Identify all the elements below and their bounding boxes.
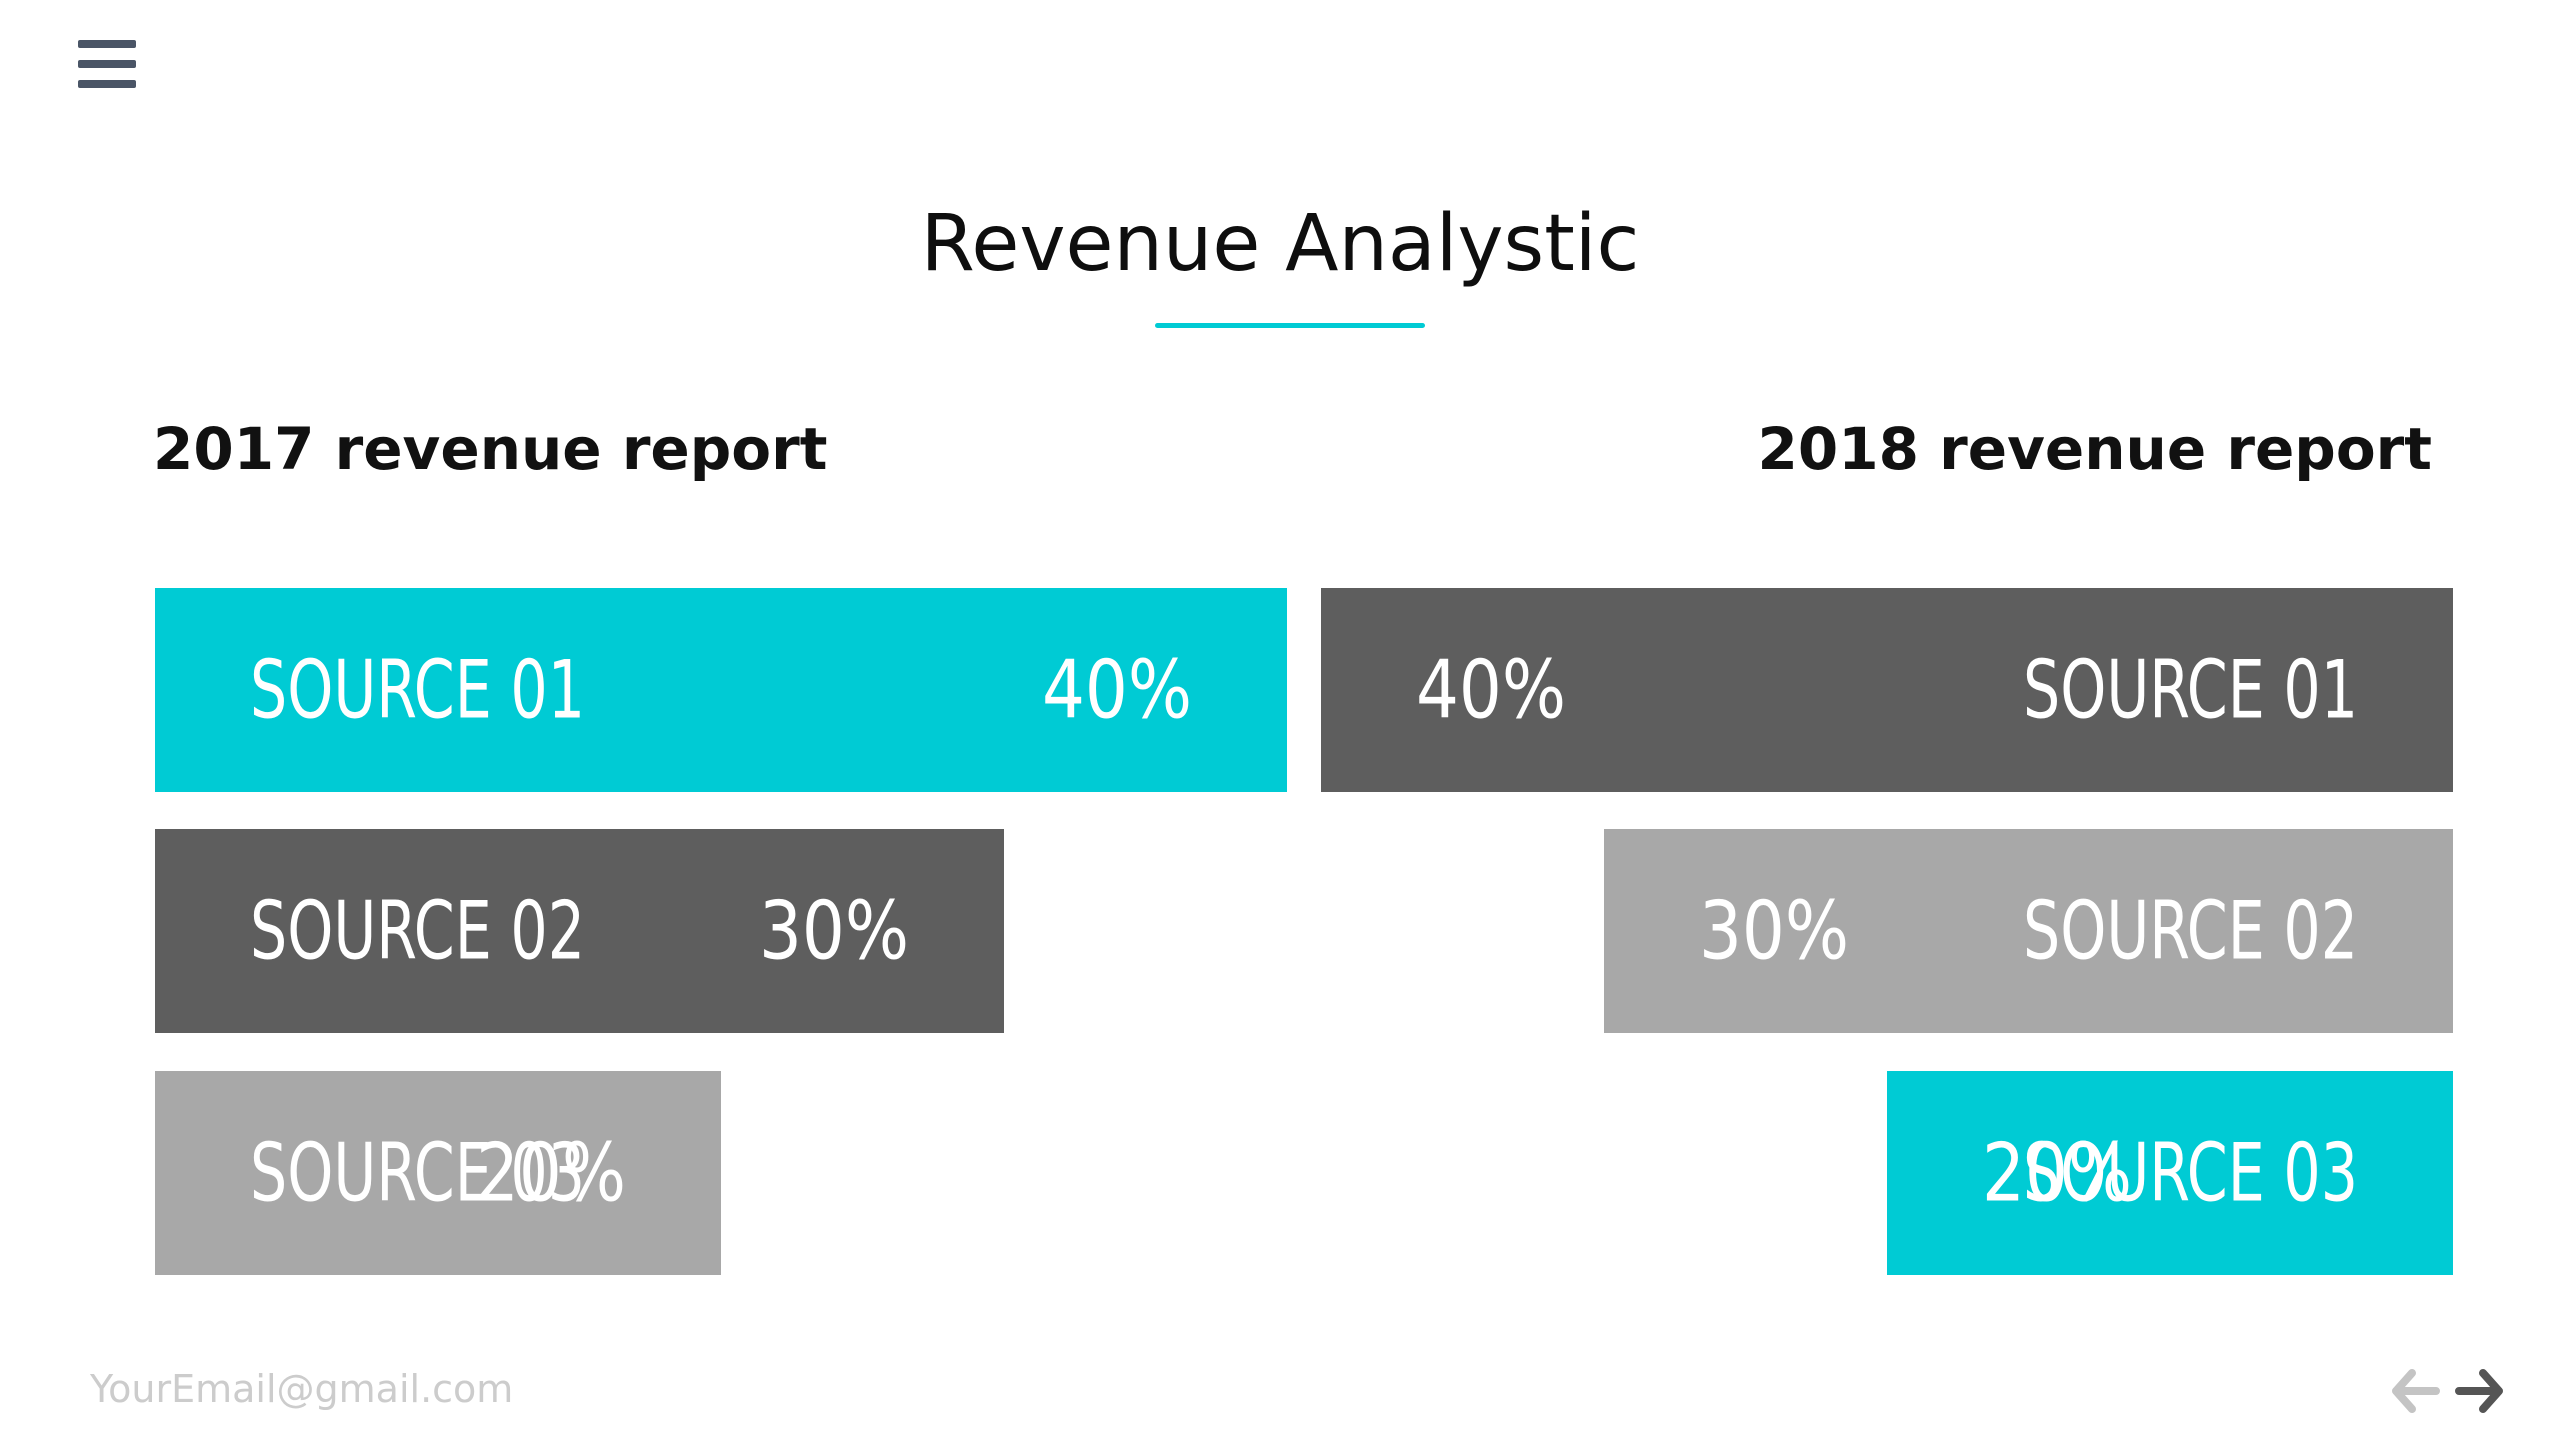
bar-category-label: SOURCE 02 [2023, 885, 2358, 978]
bar-2018-source-02 [1604, 829, 2453, 1033]
bar-2017-source-01 [155, 588, 1287, 792]
bar-2017-source-02 [155, 829, 1004, 1033]
arrow-right-icon[interactable] [2455, 1368, 2505, 1414]
menu-line [78, 80, 136, 88]
bar-value-label: 30% [759, 885, 909, 978]
page-title: Revenue Analystic [920, 199, 1640, 289]
bar-value-label: 40% [1042, 644, 1192, 737]
footer-email: YourEmail@gmail.com [90, 1367, 514, 1411]
chart-title-2018: 2018 revenue report [1757, 415, 2432, 483]
bar-value-label: 20% [476, 1127, 626, 1220]
bar-value-label: 20% [1982, 1127, 2132, 1220]
bar-category-label: SOURCE 02 [250, 885, 585, 978]
bar-2017-source-03 [155, 1071, 721, 1275]
title-underline [1155, 323, 1425, 328]
bar-category-label: SOURCE 03 [250, 1127, 585, 1220]
bar-category-label: SOURCE 03 [2023, 1127, 2358, 1220]
bar-value-label: 30% [1699, 885, 1849, 978]
chart-title-2017: 2017 revenue report [153, 415, 828, 483]
bar-category-label: SOURCE 01 [250, 644, 585, 737]
arrow-left-icon[interactable] [2390, 1368, 2440, 1414]
bar-2018-source-03 [1887, 1071, 2453, 1275]
bar-category-label: SOURCE 01 [2023, 644, 2358, 737]
menu-line [78, 60, 136, 68]
hamburger-menu-icon[interactable] [78, 40, 138, 90]
bar-2018-source-01 [1321, 588, 2453, 792]
bar-value-label: 40% [1416, 644, 1566, 737]
menu-line [78, 40, 136, 48]
